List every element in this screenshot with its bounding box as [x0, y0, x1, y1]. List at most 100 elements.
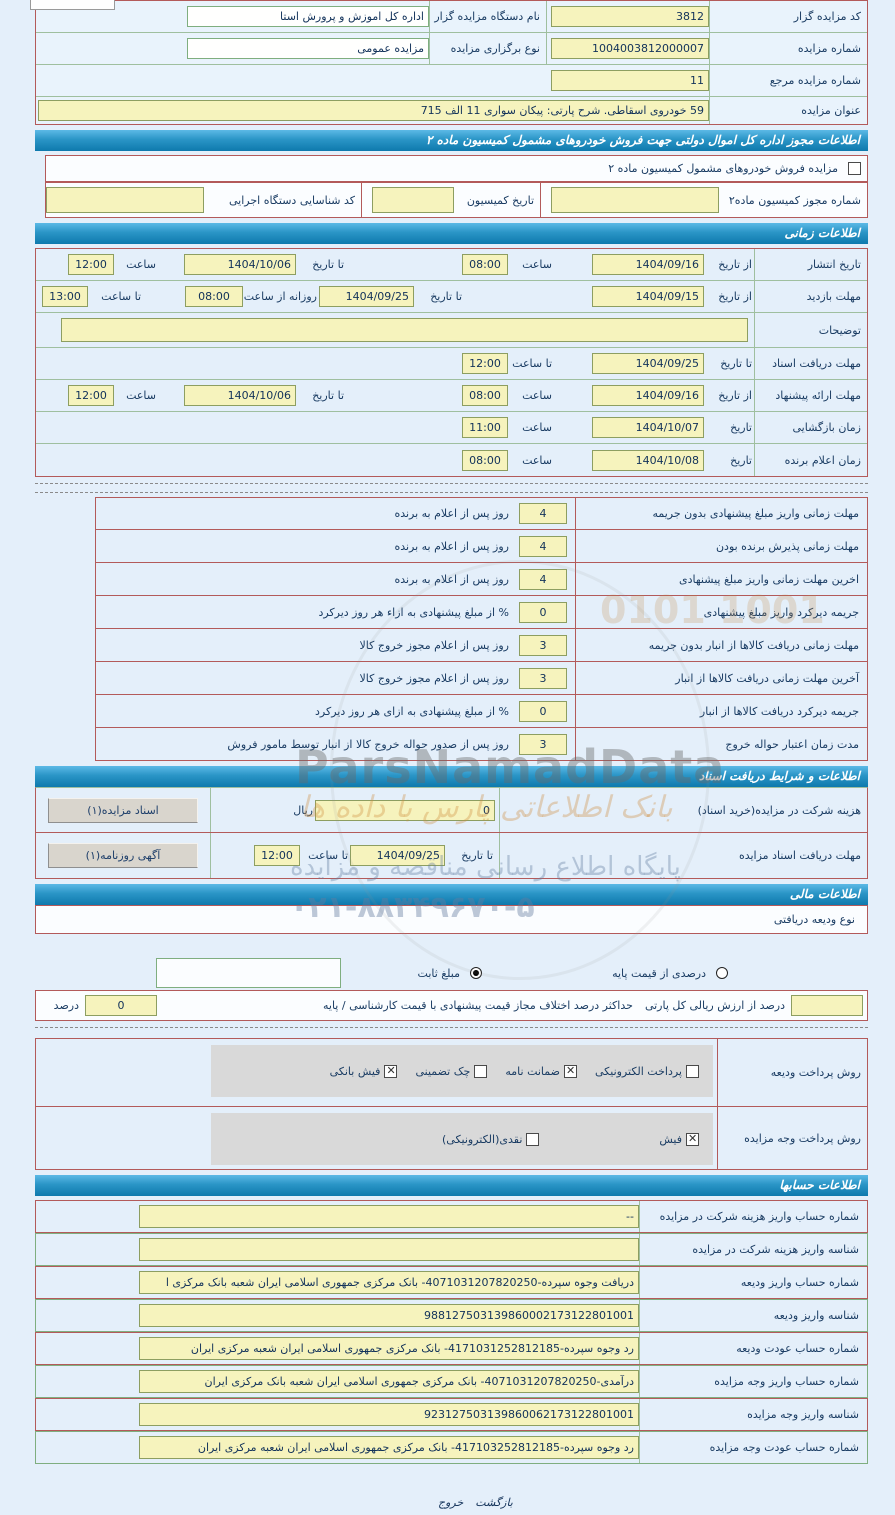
newspaper-ad-button[interactable]: آگهی روزنامه(۱)	[48, 843, 198, 868]
docs-deadline-date[interactable]	[350, 845, 445, 866]
slip-label: فیش	[659, 1132, 682, 1146]
winner-label: زمان اعلام برنده	[754, 444, 867, 476]
term-label: جریمه دیرکرد دریافت کالاها از انبار	[575, 695, 867, 727]
docs-deadline-hour[interactable]	[254, 845, 300, 866]
time-row-doc-deadline: مهلت دریافت اسناد تا تاریخ تا ساعت	[36, 348, 867, 380]
publish-from-hour[interactable]	[462, 254, 508, 275]
table-row: مهلت زمانی پذیرش برنده بودن روز پس از اع…	[95, 530, 868, 563]
term-value-input[interactable]	[519, 535, 567, 557]
account-label: شناسه واریز هزینه شرکت در مزایده	[639, 1234, 867, 1265]
term-value-input[interactable]	[519, 568, 567, 590]
exit-button[interactable]: خروج	[438, 1496, 464, 1509]
permit-no-label: شماره مجوز کمیسیون ماده۲	[728, 193, 861, 207]
table-row: کد مزایده گزار نام دستگاه مزایده گزار	[36, 1, 867, 33]
terms-table: مهلت زمانی واریز مبلغ پیشنهادی بدون جریم…	[95, 497, 868, 761]
article2-checkbox-label: مزایده فروش خودروهای مشمول کمیسیون ماده …	[608, 162, 838, 175]
agency-code-input[interactable]	[46, 187, 204, 213]
term-value-input[interactable]	[519, 503, 567, 524]
permit-no-input[interactable]	[551, 187, 719, 213]
visit-to-hour[interactable]	[42, 286, 88, 307]
article2-checkbox[interactable]	[848, 162, 861, 175]
offer-from-hour[interactable]	[462, 385, 508, 406]
table-row: شماره حساب عودت ودیعه	[35, 1332, 868, 1365]
slip-checkbox[interactable]	[686, 1132, 699, 1146]
to-hour-label: تا ساعت	[512, 357, 552, 370]
offer-from-date[interactable]	[592, 385, 704, 406]
commission-date-input[interactable]	[372, 187, 455, 213]
section-header-time: اطلاعات زمانی	[35, 223, 868, 244]
from-date-label: از تاریخ	[718, 389, 752, 402]
table-row: شماره مزایده مرجع	[36, 65, 867, 97]
certified-check-label: چک تضمینی	[415, 1064, 471, 1078]
term-value-input[interactable]	[519, 700, 567, 722]
guarantee-letter-checkbox[interactable]	[564, 1064, 577, 1078]
term-value-input[interactable]	[519, 634, 567, 656]
publish-to-date[interactable]	[184, 254, 296, 275]
account-label: شماره حساب واریز وجه مزایده	[639, 1366, 867, 1397]
account-input[interactable]	[139, 1370, 639, 1393]
winner-hour[interactable]	[462, 449, 508, 471]
commission-date-label: تاریخ کمیسیون	[454, 183, 542, 217]
percent-row: درصد از ارزش ریالی کل پارتی حداکثر درصد …	[35, 990, 868, 1021]
auction-title-label: عنوان مزایده	[709, 97, 867, 124]
winner-date[interactable]	[592, 449, 704, 471]
offer-to-hour[interactable]	[68, 385, 114, 406]
electronic-payment-checkbox[interactable]	[686, 1064, 699, 1078]
bidder-code-label: کد مزایده گزار	[709, 1, 867, 32]
publish-to-hour[interactable]	[68, 254, 114, 275]
table-row: شماره حساب واریز وجه مزایده	[35, 1365, 868, 1398]
visit-daily-from[interactable]	[185, 286, 243, 307]
term-suffix: روز پس از اعلام به برنده	[394, 507, 509, 520]
table-row: مهلت زمانی دریافت کالاها از انبار بدون ج…	[95, 629, 868, 662]
doc-deadline-date[interactable]	[592, 353, 704, 374]
notes-input[interactable]	[61, 318, 748, 342]
account-input[interactable]	[139, 1304, 639, 1327]
percent-label: درصد از ارزش ریالی کل پارتی	[644, 999, 785, 1012]
term-value-input[interactable]	[519, 733, 567, 755]
hour-label: ساعت	[126, 258, 156, 271]
bidder-code-input[interactable]	[551, 6, 709, 27]
term-value-input[interactable]	[519, 667, 567, 689]
ref-no-input[interactable]	[551, 70, 709, 91]
percent-of-base-radio[interactable]	[716, 967, 728, 979]
offer-to-date[interactable]	[184, 385, 296, 406]
auction-title-input[interactable]	[38, 100, 709, 121]
certified-check-checkbox[interactable]	[474, 1064, 488, 1078]
opening-hour[interactable]	[462, 417, 508, 438]
fee-input[interactable]	[315, 799, 495, 821]
publish-from-date[interactable]	[592, 254, 704, 275]
auction-type-input[interactable]	[187, 38, 429, 59]
account-input[interactable]	[139, 1403, 639, 1426]
cash-electronic-checkbox[interactable]	[526, 1132, 540, 1146]
account-input[interactable]	[139, 1436, 639, 1459]
docs-deadline-row: مهلت دریافت اسناد مزایده تا تاریخ تا ساع…	[35, 833, 868, 879]
term-suffix: روز پس از اعلام به برنده	[394, 539, 509, 553]
fixed-amount-cell	[156, 958, 341, 988]
max-diff-input[interactable]	[85, 995, 157, 1016]
auction-docs-button[interactable]: اسناد مزایده(۱)	[48, 797, 198, 823]
account-label: شماره حساب عودت وجه مزایده	[639, 1432, 867, 1463]
doc-deadline-hour[interactable]	[462, 353, 508, 374]
percent-of-base-label: درصدی از قیمت پایه	[612, 966, 706, 980]
permit-checkbox-row: مزایده فروش خودروهای مشمول کمیسیون ماده …	[45, 155, 868, 182]
account-input[interactable]	[139, 1271, 639, 1294]
auction-no-label: شماره مزایده	[709, 33, 867, 64]
account-input[interactable]	[139, 1238, 639, 1261]
auction-no-input[interactable]	[551, 38, 709, 59]
back-button[interactable]: بازگشت	[475, 1496, 513, 1509]
visit-from-date[interactable]	[592, 286, 704, 307]
deposit-method-row: روش پرداخت ودیعه پرداخت الکترونیکی ضمانت…	[36, 1039, 867, 1107]
account-input[interactable]	[139, 1337, 639, 1360]
bank-slip-checkbox[interactable]	[384, 1064, 398, 1078]
account-input[interactable]	[139, 1205, 639, 1228]
hour-label: ساعت	[522, 258, 552, 271]
dashed-separator	[35, 1027, 868, 1028]
visit-to-date[interactable]	[319, 286, 414, 307]
opening-date[interactable]	[592, 417, 704, 438]
percent-input[interactable]	[791, 995, 863, 1016]
term-value-input[interactable]	[519, 601, 567, 623]
truncated-input[interactable]	[30, 0, 115, 10]
table-row: مدت زمان اعتبار حواله خروج روز پس از صدو…	[95, 728, 868, 761]
fixed-amount-radio[interactable]	[470, 967, 482, 979]
org-name-input[interactable]	[187, 6, 429, 27]
